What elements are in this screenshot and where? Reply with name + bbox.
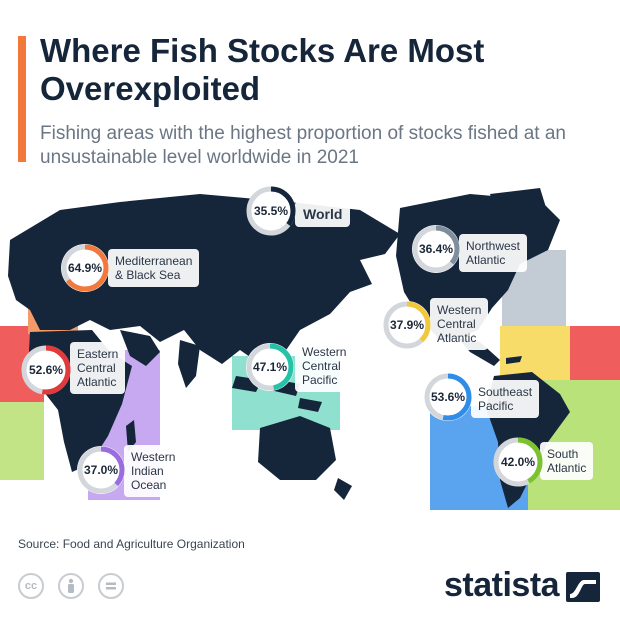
region-label-line: Northwest — [466, 239, 521, 253]
donut-ring-south-atlantic — [493, 437, 543, 487]
region-label-line: Central — [302, 359, 341, 373]
region-label-line: Pacific — [478, 399, 514, 413]
donut-arc-southeast-pacific — [424, 373, 472, 421]
region-label-line: & Black Sea — [115, 268, 181, 282]
donut-value-western-indian-ocean: 37.0% — [83, 463, 119, 477]
donut-arc-western-indian-ocean — [77, 446, 125, 494]
region-label-line: Western — [437, 303, 482, 317]
region-label-line: Southeast — [478, 385, 533, 399]
donut-arc-western-central-atlantic — [383, 301, 431, 349]
donut-ring-eastern-central-atlantic — [21, 345, 71, 395]
region-label-line: South — [547, 447, 579, 461]
donut-arc-eastern-central-atlantic — [21, 345, 71, 395]
page-subtitle: Fishing areas with the highest proportio… — [40, 123, 566, 168]
donut-arc-south-atlantic — [493, 437, 543, 487]
title-accent-bar — [18, 36, 26, 162]
region-label-line: Atlantic — [466, 253, 506, 267]
donut-ring-northwest-atlantic — [412, 225, 460, 273]
region-label-south-atlantic: South Atlantic — [540, 442, 594, 480]
donut-value-southeast-pacific: 53.6% — [430, 390, 466, 404]
attribution-icon[interactable] — [58, 573, 84, 599]
region-label-line: Atlantic — [77, 375, 117, 389]
region-label-mediterranean: Mediterranean & Black Sea — [108, 249, 200, 287]
donut-ring-mediterranean — [61, 244, 109, 292]
region-label-line: Indian — [131, 464, 164, 478]
donut-southeast-pacific: 53.6% — [421, 370, 475, 424]
statista-logo-text[interactable]: statista — [444, 566, 560, 604]
no-derivatives-icon[interactable] — [98, 573, 124, 599]
region-label-line: Central — [77, 361, 116, 375]
donut-western-indian-ocean: 37.0% — [74, 443, 128, 497]
region-label-line: Western — [131, 450, 176, 464]
region-label-line: Mediterranean — [115, 254, 193, 268]
donut-eastern-central-atlantic: 52.6% — [18, 342, 74, 398]
region-label-eastern-central-atlantic: Eastern Central Atlantic — [70, 342, 126, 394]
donut-arc-mediterranean — [61, 244, 109, 292]
zone-east-atlantic-south — [0, 402, 44, 480]
donut-value-western-central-atlantic: 37.9% — [389, 318, 425, 332]
donut-value-world: 35.5% — [253, 204, 289, 218]
statista-logo-icon[interactable] — [566, 572, 600, 602]
donut-ring-western-indian-ocean — [77, 446, 125, 494]
source-note: Source: Food and Agriculture Organizatio… — [18, 537, 245, 551]
donut-arc-western-central-pacific — [246, 343, 294, 391]
donut-ring-western-central-pacific — [246, 343, 294, 391]
donut-northwest-atlantic: 36.4% — [409, 222, 463, 276]
region-label-western-central-pacific: Western Central Pacific — [295, 340, 354, 392]
region-label-line: Pacific — [302, 373, 338, 387]
donut-value-northwest-atlantic: 36.4% — [418, 242, 454, 256]
page-title: Where Fish Stocks Are Most Overexploited — [40, 32, 485, 107]
region-label-southeast-pacific: Southeast Pacific — [471, 380, 540, 418]
region-label-line: Atlantic — [547, 461, 587, 475]
donut-value-eastern-central-atlantic: 52.6% — [28, 363, 64, 377]
donut-ring-southeast-pacific — [424, 373, 472, 421]
donut-ring-western-central-atlantic — [383, 301, 431, 349]
donut-ring-world — [246, 186, 296, 236]
donut-arc-northwest-atlantic — [412, 225, 460, 273]
donut-mediterranean: 64.9% — [58, 241, 112, 295]
donut-western-central-atlantic: 37.9% — [380, 298, 434, 352]
cc-icon[interactable]: cc — [18, 573, 44, 599]
donut-arc-world — [246, 186, 296, 236]
donut-value-western-central-pacific: 47.1% — [252, 360, 288, 374]
donut-world: 35.5% — [243, 183, 299, 239]
region-label-northwest-atlantic: Northwest Atlantic — [459, 234, 528, 272]
region-label-line: Central — [437, 317, 476, 331]
donut-value-south-atlantic: 42.0% — [500, 455, 536, 469]
donut-south-atlantic: 42.0% — [490, 434, 546, 490]
region-label-line: Eastern — [77, 347, 119, 361]
region-label-line: Western — [302, 345, 347, 359]
region-label-line: Ocean — [131, 478, 167, 492]
region-label-line: Atlantic — [437, 331, 477, 345]
region-label-world: World — [295, 201, 351, 227]
region-label-western-indian-ocean: Western Indian Ocean — [124, 445, 183, 497]
region-label-western-central-atlantic: Western Central Atlantic — [430, 298, 489, 350]
donut-value-mediterranean: 64.9% — [67, 261, 103, 275]
donut-western-central-pacific: 47.1% — [243, 340, 297, 394]
